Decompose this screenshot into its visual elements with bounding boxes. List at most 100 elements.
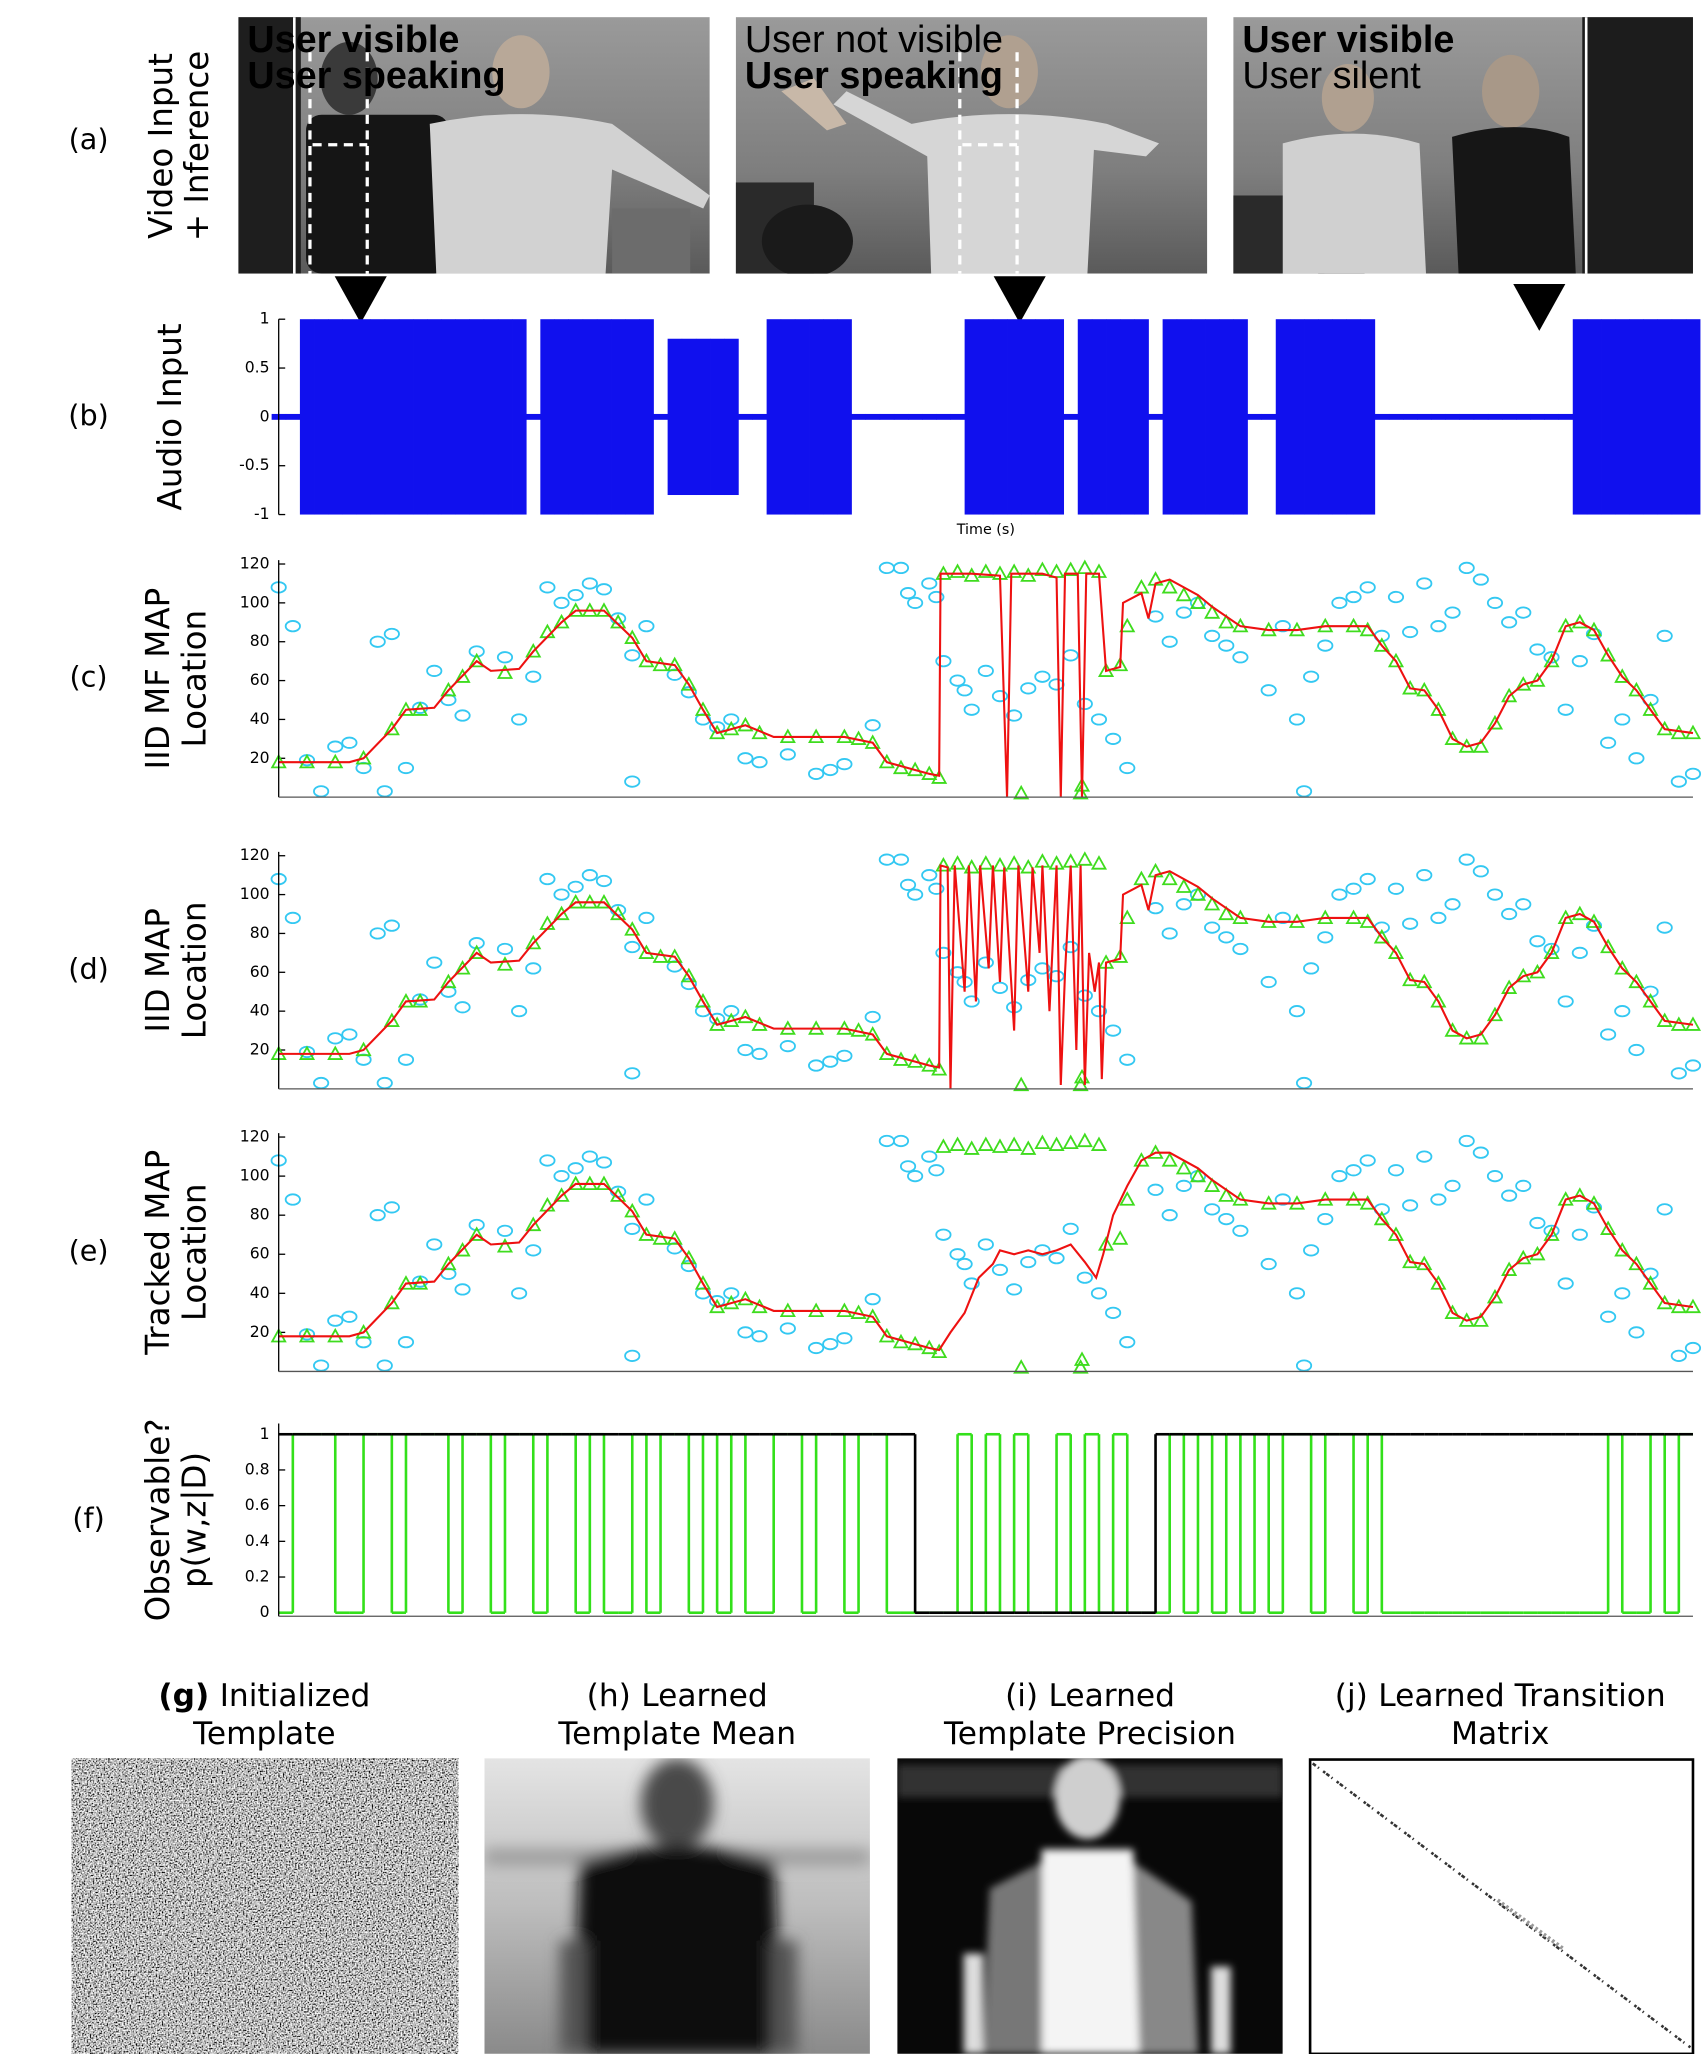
image-title: (j) Learned Transition [1335, 1678, 1666, 1714]
observation-point [376, 1359, 393, 1372]
candidate-point [1543, 1226, 1560, 1241]
observation-point [1614, 1287, 1631, 1300]
candidate-point [1543, 652, 1560, 668]
observation-point [836, 757, 853, 771]
observation-point [1656, 1203, 1673, 1216]
candidate-point [525, 934, 542, 950]
waveform-segment [1459, 413, 1475, 420]
waveform-segment [1106, 319, 1121, 515]
candidate-point [1444, 1304, 1461, 1319]
observation-point [892, 853, 910, 866]
panel-label: (f) [72, 1501, 104, 1535]
observation-point [1684, 1341, 1702, 1355]
observation-point [1218, 1212, 1235, 1226]
observation-point [1387, 1164, 1405, 1177]
observation-point [1288, 1005, 1306, 1018]
y-tick-label: 40 [250, 710, 270, 728]
candidate-point [1218, 613, 1235, 629]
waveform-segment [1445, 413, 1461, 420]
observation-point [1048, 1252, 1065, 1265]
waveform-segment [568, 319, 584, 515]
observation-point [369, 927, 386, 940]
observation-point [1331, 596, 1348, 609]
candidate-point [1430, 993, 1447, 1008]
image-title: Template Precision [943, 1716, 1236, 1752]
observation-point [1571, 655, 1588, 668]
observation-point [1119, 1053, 1136, 1066]
candidate-point [737, 1290, 754, 1306]
observation-point [949, 1248, 966, 1261]
observation-point [1430, 1193, 1447, 1206]
transition-matrix [1308, 1758, 1695, 2054]
candidate-point [1013, 1359, 1030, 1374]
observation-point [284, 1193, 301, 1206]
observation-point [1529, 935, 1546, 948]
image-letter: (i) [1005, 1678, 1038, 1714]
candidate-point [1020, 858, 1037, 874]
observation-point [1444, 898, 1461, 911]
waveform-segment [978, 319, 994, 515]
waveform-segment [1671, 319, 1687, 515]
observation-point [723, 1005, 740, 1018]
y-axis-label: Location [176, 610, 214, 748]
waveform-segment [837, 319, 852, 515]
observation-point [680, 686, 697, 699]
video-frame [238, 17, 710, 274]
candidate-point [1112, 656, 1129, 672]
candidate-point [553, 613, 570, 629]
observation-point [539, 1154, 556, 1167]
frame-caption: User visible [247, 19, 459, 61]
observation-point [1585, 627, 1603, 641]
waveform-segment [328, 319, 343, 515]
y-tick-label: 0.5 [245, 359, 270, 377]
candidate-point [355, 749, 372, 765]
observation-point [1119, 761, 1136, 775]
observation-point [284, 620, 301, 633]
candidate-point [1373, 1210, 1390, 1226]
waveform-segment [1346, 319, 1362, 515]
observation-point [1472, 573, 1489, 586]
candidate-point [638, 1226, 655, 1241]
waveform-segment [1388, 413, 1404, 420]
observation-point [1557, 995, 1574, 1008]
candidate-point [1189, 886, 1207, 901]
waveform-segment [1403, 413, 1418, 420]
observation-point [1614, 1005, 1631, 1018]
observation-point [1295, 1359, 1313, 1372]
observation-point [1628, 1043, 1645, 1057]
observation-point [1402, 917, 1419, 930]
observation-point [1232, 1224, 1249, 1237]
candidate-point [1204, 604, 1221, 619]
waveform-segment [413, 319, 428, 515]
observation-point [680, 977, 697, 991]
observation-point [878, 1134, 895, 1148]
observation-point [496, 1224, 514, 1237]
panel-label: (c) [70, 660, 108, 694]
observation-point [935, 655, 952, 668]
candidate-point [1133, 578, 1150, 594]
candidate-point [1133, 870, 1150, 886]
candidate-point [694, 993, 712, 1008]
candidate-point [496, 664, 514, 679]
observation-point [864, 1293, 881, 1306]
y-tick-label: 1 [260, 1425, 270, 1443]
candidate-point [440, 973, 457, 989]
observation-point [1359, 581, 1376, 594]
observation-point [1218, 639, 1235, 652]
waveform-segment [1035, 319, 1050, 515]
y-tick-label: -1 [254, 505, 270, 523]
candidate-point [1472, 1029, 1489, 1045]
observation-point [1062, 1222, 1079, 1235]
waveform-segment [1417, 413, 1432, 420]
observation-point [1600, 1310, 1617, 1323]
candidate-point [878, 753, 895, 769]
candidate-point [1543, 944, 1560, 959]
waveform-segment [1021, 319, 1036, 515]
waveform-segment [1530, 413, 1545, 420]
observation-point [1571, 1228, 1588, 1241]
waveform-segment [1190, 319, 1206, 515]
candidate-point [1072, 1359, 1089, 1374]
observation-point [1105, 1306, 1122, 1319]
observation-point [1331, 1169, 1348, 1183]
image-title-text: Learned Transition [1378, 1678, 1665, 1714]
